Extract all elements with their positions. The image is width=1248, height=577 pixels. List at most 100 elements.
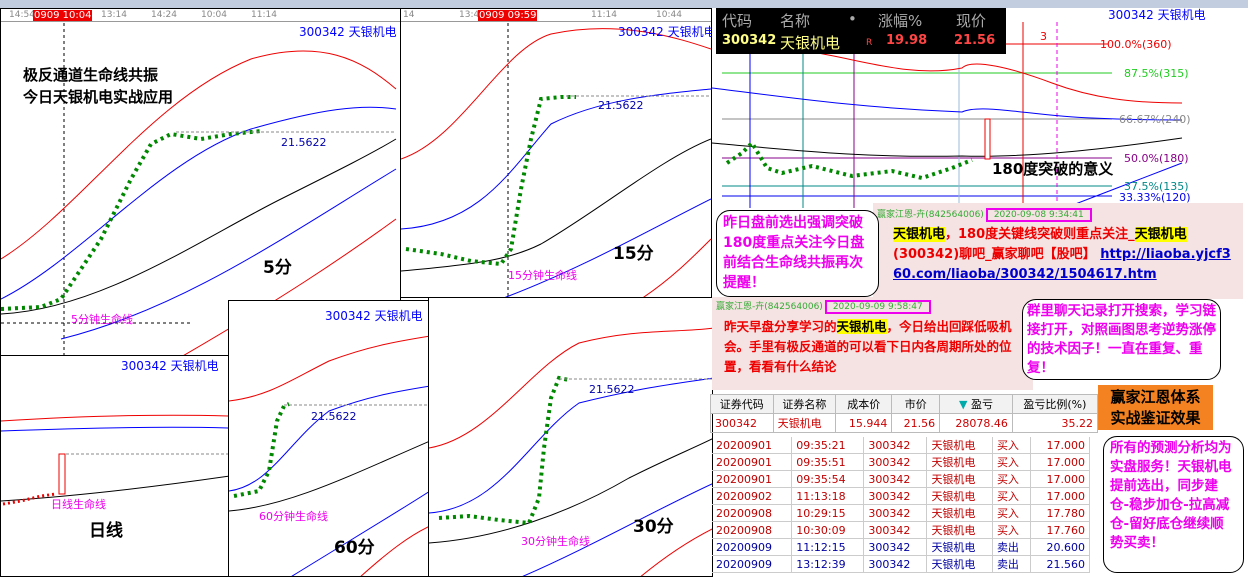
chart-panel-15min[interactable]: 14 13:44 11:14 10:44 0909 09:59 300342 天…: [400, 8, 712, 298]
cell: 天银机电: [926, 521, 993, 539]
fib-label: 66.67%(240): [1119, 113, 1191, 126]
table-row[interactable]: 20200902 11:13:18 300342 天银机电 买入 17.000: [712, 487, 1090, 505]
time-cursor: 0909 09:59: [478, 10, 538, 21]
lower-blue-band: [60, 168, 397, 340]
column-header[interactable]: 证券代码: [710, 394, 774, 414]
quote-flag: R: [866, 38, 873, 48]
cell: 17.000: [1030, 453, 1090, 471]
cell: 21.560: [1030, 555, 1090, 573]
table-row[interactable]: 300342 天银机电 15.944 21.56 28078.46 35.22: [710, 413, 1099, 433]
trade-history-table[interactable]: 20200901 09:35:21 300342 天银机电 买入 17.000 202009…: [712, 437, 1090, 573]
cell: 20200909: [712, 555, 793, 573]
period-label: 日线: [89, 521, 123, 541]
period-label: 60分: [334, 538, 375, 558]
quote-header: 现价: [956, 12, 987, 30]
chart-panel-5min[interactable]: 14:54 13:14 14:24 10:04 11:14 0909 10:04…: [0, 8, 401, 356]
candlestick-chart: [1, 414, 228, 506]
candles: [438, 375, 570, 526]
column-header[interactable]: 盈亏比例(%): [1011, 394, 1099, 414]
table-row[interactable]: 20200901 09:35:51 300342 天银机电 买入 17.000: [712, 453, 1090, 471]
cell: 20.600: [1030, 538, 1090, 556]
cell: 买入: [992, 437, 1032, 454]
stock-label: 300342 天银机电: [121, 359, 219, 373]
cell: 买入: [992, 487, 1032, 505]
table-row[interactable]: 20200908 10:29:15 300342 天银机电 买入 17.780: [712, 504, 1090, 522]
upper-red-band: [401, 28, 711, 160]
life-line-label: 5分钟生命线: [71, 313, 133, 326]
cell: 15.944: [835, 413, 893, 433]
chart-panel-daily[interactable]: 300342 天银机电 日线生命线 日线: [0, 355, 229, 577]
cell: 天银机电: [926, 487, 993, 505]
column-header[interactable]: 证券名称: [772, 394, 837, 414]
support-price: 21.5622: [598, 99, 644, 112]
highlight-stock: 天银机电: [893, 227, 946, 242]
table-row[interactable]: 20200901 09:35:54 300342 天银机电 买入 17.000: [712, 470, 1090, 488]
upper-blue-band: [712, 87, 1183, 121]
lower-blue-band: [504, 198, 711, 297]
quote-code: 300342: [722, 33, 777, 48]
quote-change: 19.98: [886, 33, 928, 48]
candles: [405, 95, 576, 267]
stock-label: 300342 天银机电: [618, 25, 712, 39]
chat-sender: 赢家江恩-卉(842564006): [877, 210, 984, 220]
vertical-marker: 3: [1040, 30, 1047, 43]
stock-label: 300342 天银机电: [299, 25, 397, 39]
table-row[interactable]: 20200901 09:35:21 300342 天银机电 买入 17.000: [712, 437, 1090, 454]
note-bubble-3: 所有的预测分析均为实盘服务！天银机电提前选出，同步建仓-稳步加仓-拉高减仓-留好…: [1103, 436, 1244, 573]
time-axis: 14 13:44 11:14 10:44 0909 09:59: [401, 9, 711, 22]
time-tick: 11:14: [591, 10, 617, 20]
banner-line: 赢家江恩体系: [1110, 388, 1201, 406]
upper-blue-band: [229, 385, 428, 492]
chart-panel-60min[interactable]: 300342 天银机电 21.5622 60分钟生命线 60分: [228, 300, 429, 577]
cell: 300342: [863, 437, 928, 454]
cell: 20200902: [712, 487, 793, 505]
cell: 卖出: [992, 555, 1032, 573]
table-row[interactable]: 20200908 10:30:09 300342 天银机电 买入 17.760: [712, 521, 1090, 539]
chat-text: ，180度关键线突破则重点关注_: [945, 227, 1135, 242]
period-label: 15分: [613, 244, 654, 264]
upper-blue-band: [401, 88, 711, 230]
table-row[interactable]: 20200909 13:12:39 300342 天银机电 卖出 21.560: [712, 555, 1090, 573]
upper-red-band: [1, 414, 228, 422]
quote-box[interactable]: 代码 名称 • 涨幅% 现价 300342 天银机电 R 19.98 21.56: [716, 8, 1006, 54]
cell: 卖出: [992, 538, 1032, 556]
life-line: [429, 438, 712, 544]
table-row[interactable]: 20200909 11:12:15 300342 天银机电 卖出 20.600: [712, 538, 1090, 556]
orange-banner: 赢家江恩体系 实战鉴证效果: [1098, 385, 1213, 430]
column-header[interactable]: ▼ 盈亏: [939, 394, 1013, 414]
candles: [233, 402, 290, 498]
cell: 21.56: [891, 413, 941, 433]
chat-timestamp: 2020-09-09 9:58:47: [824, 300, 931, 314]
chat-text: (300342)聊吧_赢家聊吧【股吧】: [893, 247, 1101, 262]
cell: 09:35:51: [791, 453, 865, 471]
chat-link[interactable]: http://liaoba.yjcf360.com/liaoba/300342/…: [893, 247, 1231, 282]
life-line-label: 15分钟生命线: [508, 269, 577, 282]
candles: [2, 492, 57, 506]
column-header[interactable]: 成本价: [835, 394, 893, 414]
limit-up-candle: [984, 118, 991, 160]
cell: 11:13:18: [791, 487, 865, 505]
cell: 17.000: [1030, 487, 1090, 505]
fib-label: 100.0%(360): [1100, 38, 1172, 51]
upper-blue-band: [1, 426, 228, 432]
cell: 买入: [992, 504, 1032, 522]
lower-red-band: [183, 218, 397, 355]
time-tick: 13:44: [459, 10, 485, 20]
fib-chart: [712, 22, 1183, 208]
lower-red-band: [360, 526, 428, 576]
chart-panel-30min[interactable]: 21.5622 30分 30分钟生命线: [428, 297, 713, 577]
column-header[interactable]: 市价: [891, 394, 941, 414]
quote-header: 代码: [722, 12, 753, 30]
cell: 300342: [710, 413, 774, 433]
position-table[interactable]: 证券代码 证券名称 成本价 市价 ▼ 盈亏 盈亏比例(%) 300342 天银机…: [710, 394, 1099, 433]
upper-red-band: [429, 327, 712, 449]
highlight-stock: 天银机电: [1134, 227, 1187, 242]
quote-name: 天银机电: [780, 34, 841, 52]
quote-header: 涨幅%: [878, 12, 923, 30]
cell: 300342: [863, 487, 928, 505]
column-header-label: 盈亏: [970, 398, 993, 411]
time-tick: 14: [403, 10, 415, 20]
stock-label: 300342 天银机电: [1108, 8, 1206, 22]
cell: 13:12:39: [791, 555, 865, 573]
chat-text: 昨天早盘分享学习的: [724, 319, 837, 334]
